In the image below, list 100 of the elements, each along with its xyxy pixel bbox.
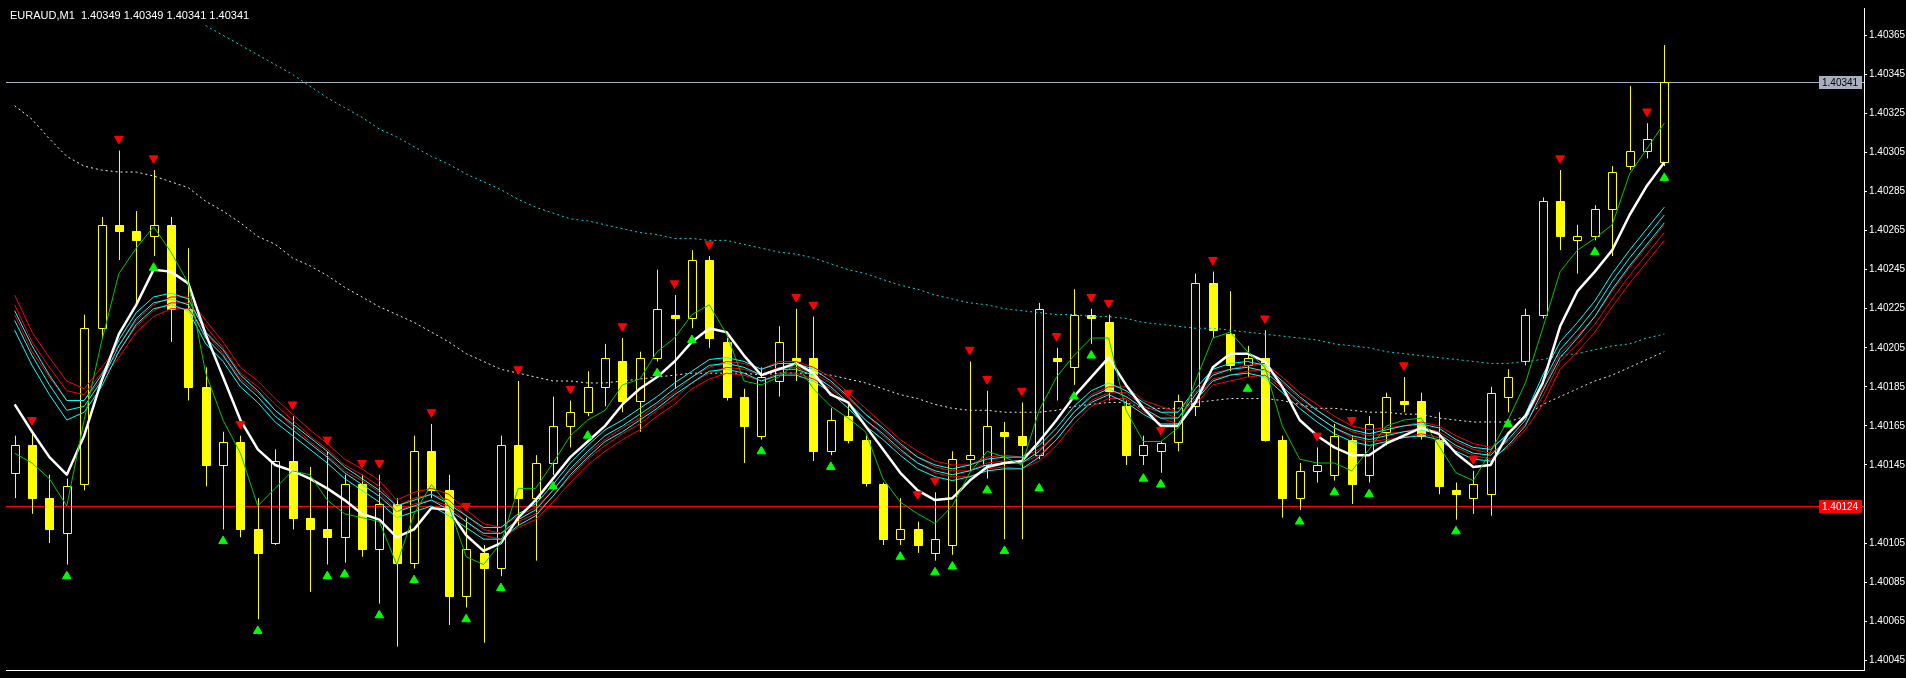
- point: [825, 461, 836, 470]
- candlestick: [1626, 85, 1635, 171]
- candlestick: [341, 474, 350, 564]
- ref-line-label: 1.40124: [1822, 500, 1859, 512]
- candlestick: [462, 517, 471, 609]
- candlestick: [1573, 224, 1582, 275]
- candlestick: [1539, 196, 1548, 319]
- point: [999, 545, 1010, 554]
- point: [982, 484, 992, 494]
- y-tick-label: 1.40325: [1869, 107, 1906, 119]
- y-tick-label: 1.40105: [1869, 536, 1906, 548]
- point: [1208, 256, 1218, 266]
- candlestick: [705, 255, 714, 349]
- candlestick: [688, 249, 697, 329]
- candlestick: [1487, 386, 1496, 517]
- point: [1051, 333, 1062, 342]
- y-tick-label: 1.40185: [1869, 380, 1906, 392]
- candlestick: [1174, 394, 1183, 452]
- candlestick: [514, 380, 523, 526]
- point: [1034, 482, 1045, 492]
- point: [461, 502, 471, 512]
- candlestick: [497, 435, 506, 577]
- point: [947, 561, 958, 570]
- candlestick: [11, 435, 20, 499]
- candlestick: [219, 431, 228, 530]
- candlestick: [584, 370, 593, 417]
- point: [374, 609, 385, 619]
- point: [1642, 108, 1652, 117]
- candlestick: [601, 343, 610, 407]
- y-tick-label: 1.40065: [1869, 614, 1906, 626]
- point: [27, 417, 37, 426]
- point: [1364, 488, 1374, 498]
- candlestick: [1660, 44, 1669, 167]
- point: [1503, 418, 1513, 427]
- point: [461, 613, 471, 623]
- y-tick-label: 1.40205: [1869, 341, 1906, 353]
- candlestick: [549, 396, 558, 476]
- candlestick: [1296, 462, 1305, 511]
- candlestick: [1365, 415, 1374, 484]
- candlestick: [879, 482, 888, 546]
- point: [426, 409, 437, 418]
- point: [843, 389, 854, 399]
- point: [322, 436, 333, 446]
- point: [791, 294, 801, 303]
- candlestick: [1157, 441, 1166, 474]
- candlestick: [532, 454, 541, 562]
- candlestick: [427, 423, 436, 499]
- point: [930, 477, 940, 487]
- candlestick: [358, 474, 367, 558]
- point: [808, 301, 819, 311]
- point: [218, 535, 228, 545]
- candlestick: [45, 474, 54, 544]
- point: [930, 566, 940, 576]
- candlestick: [1313, 446, 1322, 484]
- candlestick: [931, 491, 940, 562]
- candlestick: [80, 314, 89, 491]
- candlestick: [948, 450, 957, 556]
- y-tick-label: 1.40245: [1869, 263, 1906, 275]
- y-tick-label: 1.40365: [1869, 29, 1906, 41]
- point: [756, 445, 767, 455]
- point: [1451, 525, 1461, 535]
- point: [669, 280, 680, 289]
- point: [61, 570, 72, 580]
- point: [322, 570, 333, 580]
- candlestick: [410, 435, 419, 569]
- candlestick: [1122, 400, 1131, 466]
- candlestick: [914, 521, 923, 554]
- point: [357, 460, 367, 469]
- candlestick: [636, 351, 645, 433]
- point: [235, 420, 246, 430]
- point: [1329, 486, 1340, 496]
- candlestick: [653, 269, 662, 362]
- candlestick: [1400, 376, 1409, 413]
- candlestick: [1035, 302, 1044, 460]
- candlestick: [618, 337, 627, 413]
- candlestick: [1330, 423, 1339, 482]
- point: [895, 551, 906, 560]
- y-tick-label: 1.40085: [1869, 575, 1906, 587]
- point: [982, 376, 992, 385]
- y-tick-label: 1.40045: [1869, 653, 1906, 665]
- candlestick: [1209, 271, 1218, 339]
- candlestick: [1556, 169, 1565, 251]
- candlestick: [792, 308, 801, 382]
- candlestick: [184, 247, 193, 402]
- candlestick: [844, 403, 853, 444]
- ref-line-label: 1.40341: [1822, 76, 1859, 88]
- point: [1346, 417, 1357, 426]
- candlestick: [1521, 308, 1530, 366]
- y-tick-label: 1.40145: [1869, 458, 1906, 470]
- candlestick: [202, 366, 211, 487]
- point: [652, 367, 662, 377]
- candlestick: [271, 448, 280, 546]
- candlestick: [983, 390, 992, 480]
- point: [1242, 383, 1253, 392]
- candlestick: [1070, 288, 1079, 386]
- chart-title: EURAUD,M1 1.40349 1.40349 1.40341 1.40341: [10, 8, 250, 21]
- candlestick: [757, 366, 766, 441]
- candlestick: [1191, 273, 1200, 417]
- candlestick: [1452, 482, 1461, 521]
- point: [496, 582, 506, 591]
